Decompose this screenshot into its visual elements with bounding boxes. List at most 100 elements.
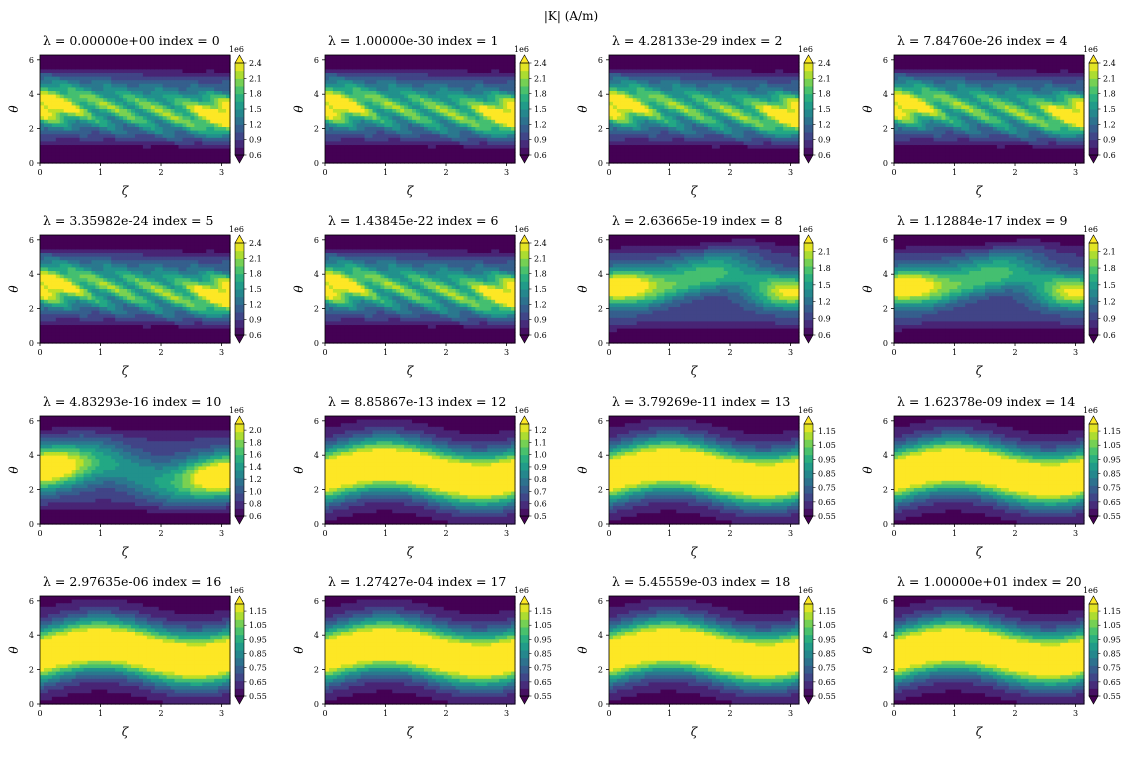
- heatmap-cell: [499, 152, 504, 156]
- heatmap-cell: [938, 80, 943, 84]
- heatmap-cell: [637, 59, 642, 63]
- heatmap-cell: [60, 109, 65, 113]
- heatmap-cell: [202, 62, 207, 66]
- heatmap-cell: [115, 95, 120, 99]
- heatmap-cell: [949, 73, 954, 77]
- heatmap-cell: [688, 141, 693, 145]
- heatmap-cell: [147, 69, 152, 73]
- heatmap-cell: [337, 95, 342, 99]
- heatmap-cell: [660, 87, 665, 91]
- heatmap-cell: [712, 98, 717, 102]
- heatmap-cell: [696, 145, 701, 149]
- heatmap-cell: [748, 141, 753, 145]
- heatmap-cell: [103, 80, 108, 84]
- heatmap-cell: [400, 55, 405, 59]
- heatmap-cell: [183, 134, 188, 138]
- colorbar-tick-label: 2.1: [249, 74, 262, 83]
- heatmap-cell: [123, 87, 128, 91]
- heatmap-cell: [373, 134, 378, 138]
- heatmap-cell: [337, 123, 342, 127]
- heatmap-cell: [914, 80, 919, 84]
- heatmap-cell: [60, 156, 65, 160]
- heatmap-cell: [902, 109, 907, 113]
- heatmap-cell: [791, 98, 796, 102]
- heatmap-cell: [775, 102, 780, 106]
- heatmap-cell: [460, 73, 465, 77]
- heatmap-cell: [76, 77, 81, 81]
- heatmap-cell: [84, 120, 89, 124]
- heatmap-cell: [712, 120, 717, 124]
- heatmap-cell: [475, 145, 480, 149]
- heatmap-cell: [791, 73, 796, 77]
- heatmap-cell: [949, 123, 954, 127]
- x-tick-label: 0: [37, 168, 42, 177]
- heatmap-cell: [147, 109, 152, 113]
- heatmap-cell: [755, 84, 760, 88]
- heatmap-cell: [942, 55, 947, 59]
- heatmap-cell: [88, 131, 93, 135]
- heatmap-cell: [613, 84, 618, 88]
- heatmap-cell: [637, 91, 642, 95]
- heatmap-cell: [103, 66, 108, 70]
- heatmap-cell: [444, 127, 449, 131]
- heatmap-cell: [80, 123, 85, 127]
- heatmap-cell: [329, 123, 334, 127]
- heatmap-cell: [460, 95, 465, 99]
- heatmap-cell: [945, 55, 950, 59]
- heatmap-cell: [704, 77, 709, 81]
- heatmap-cell: [625, 55, 630, 59]
- heatmap-cell: [767, 145, 772, 149]
- heatmap-cell: [668, 84, 673, 88]
- heatmap-cell: [507, 138, 512, 142]
- heatmap-cell: [771, 98, 776, 102]
- heatmap-cell: [712, 91, 717, 95]
- subplot-svg: 0 1 2 30246ζθ0.60.91.21.51.82.12.41e6: [322, 33, 607, 213]
- heatmap-cell: [353, 102, 358, 106]
- heatmap-cell: [135, 116, 140, 120]
- heatmap-cell: [910, 138, 915, 142]
- heatmap-cell: [163, 66, 168, 70]
- heatmap-cell: [40, 123, 45, 127]
- heatmap-cell: [186, 59, 191, 63]
- heatmap-cell: [95, 152, 100, 156]
- heatmap-cell: [625, 95, 630, 99]
- heatmap-cell: [440, 145, 445, 149]
- heatmap-cell: [720, 138, 725, 142]
- heatmap-cell: [657, 141, 662, 145]
- colorbar-band: [804, 71, 813, 79]
- heatmap-cell: [44, 149, 49, 153]
- heatmap-cell: [194, 145, 199, 149]
- heatmap-cell: [111, 84, 116, 88]
- heatmap-cell: [48, 152, 53, 156]
- heatmap-cell: [76, 149, 81, 153]
- heatmap-cell: [40, 87, 45, 91]
- heatmap-cell: [68, 134, 73, 138]
- heatmap-cell: [617, 73, 622, 77]
- heatmap-cell: [428, 73, 433, 77]
- heatmap-cell: [436, 55, 441, 59]
- heatmap-cell: [696, 69, 701, 73]
- heatmap-cell: [115, 87, 120, 91]
- heatmap-cell: [724, 80, 729, 84]
- heatmap-cell: [68, 116, 73, 120]
- heatmap-cell: [637, 66, 642, 70]
- heatmap-cell: [617, 131, 622, 135]
- heatmap-cell: [436, 131, 441, 135]
- colorbar-band: [235, 140, 244, 148]
- heatmap-cell: [214, 131, 219, 135]
- heatmap-cell: [424, 120, 429, 124]
- heatmap-cell: [135, 152, 140, 156]
- heatmap-cell: [190, 84, 195, 88]
- heatmap-cell: [60, 145, 65, 149]
- heatmap-cell: [159, 141, 164, 145]
- heatmap-cell: [365, 59, 370, 63]
- heatmap-cell: [80, 66, 85, 70]
- heatmap-cell: [456, 105, 461, 109]
- heatmap-cell: [210, 109, 215, 113]
- heatmap-cell: [479, 113, 484, 117]
- heatmap-cell: [412, 156, 417, 160]
- heatmap-cell: [499, 102, 504, 106]
- heatmap-cell: [716, 145, 721, 149]
- heatmap-cell: [357, 120, 362, 124]
- heatmap-cell: [779, 62, 784, 66]
